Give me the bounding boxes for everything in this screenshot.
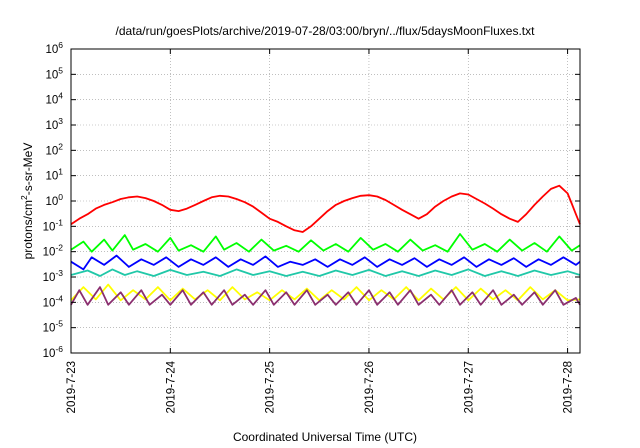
y-tick-exp: 5 [58, 65, 63, 75]
y-axis-label-suffix: -s-sr-MeV [21, 143, 35, 196]
y-tick-base: 10 [43, 348, 56, 360]
series-line-5 [70, 283, 581, 302]
y-tick-exp: -2 [55, 243, 63, 253]
series-line-3 [70, 254, 581, 271]
y-tick-exp: -5 [55, 319, 63, 329]
y-tick-label: 101 [45, 167, 63, 183]
x-tick-label: 2019-7-23 [66, 361, 78, 413]
x-axis-label: Coordinated Universal Time (UTC) [233, 430, 417, 444]
y-tick-label: 10-6 [43, 344, 64, 360]
chart-title: /data/run/goesPlots/archive/2019-07-28/0… [116, 24, 536, 38]
y-tick-exp: 0 [58, 192, 63, 202]
y-tick-label: 10-2 [43, 243, 64, 259]
series-line-1 [70, 184, 581, 233]
x-tick-labels: 2019-7-23 2019-7-24 2019-7-25 2019-7-26 2019… [66, 360, 575, 413]
y-tick-label: 10-5 [43, 319, 64, 335]
y-tick-label: 102 [45, 141, 63, 157]
series-line-6 [70, 286, 581, 306]
x-tick-label: 2019-7-27 [463, 361, 475, 413]
y-tick-label: 106 [45, 40, 63, 56]
y-tick-exp: -4 [55, 293, 63, 303]
y-tick-exp: 4 [58, 91, 63, 101]
y-tick-label: 104 [45, 91, 63, 107]
y-tick-base: 10 [45, 171, 58, 183]
y-tick-exp: -6 [55, 344, 63, 354]
y-tick-base: 10 [43, 297, 56, 309]
y-tick-base: 10 [43, 247, 56, 259]
x-tick-label: 2019-7-24 [165, 360, 177, 413]
y-tick-label: 10-4 [43, 293, 64, 309]
x-tick-label: 2019-7-25 [265, 361, 277, 413]
y-tick-exp: -1 [55, 217, 63, 227]
y-tick-base: 10 [45, 44, 58, 56]
y-tick-exp: 2 [58, 141, 63, 151]
y-tick-labels: 10-610-510-410-310-210-11001011021031041… [43, 40, 64, 360]
y-tick-base: 10 [43, 323, 56, 335]
y-tick-label: 105 [45, 65, 63, 81]
y-tick-exp: 1 [58, 167, 63, 177]
series-line-2 [70, 233, 581, 253]
y-axis-label-prefix: protons/cm [21, 200, 35, 259]
series-line-4 [70, 268, 581, 277]
y-tick-label: 100 [45, 192, 63, 208]
y-tick-label: 10-1 [43, 217, 64, 233]
grid [71, 49, 580, 353]
y-tick-base: 10 [45, 69, 58, 81]
series-group [70, 184, 581, 306]
y-tick-exp: 3 [58, 116, 63, 126]
y-tick-base: 10 [43, 221, 56, 233]
y-axis-label: protons/cm2-s-sr-MeV [19, 143, 35, 260]
x-tick-label: 2019-7-28 [563, 361, 575, 413]
y-tick-base: 10 [45, 196, 58, 208]
y-tick-base: 10 [45, 120, 58, 132]
y-tick-exp: -3 [55, 268, 63, 278]
y-tick-exp: 6 [58, 40, 63, 50]
x-tick-label: 2019-7-26 [364, 361, 376, 413]
y-tick-base: 10 [43, 272, 56, 284]
y-tick-base: 10 [45, 145, 58, 157]
y-axis-label-sup: 2 [19, 195, 29, 200]
y-tick-label: 103 [45, 116, 63, 132]
y-tick-base: 10 [45, 95, 58, 107]
tick-marks [70, 48, 580, 354]
y-tick-label: 10-3 [43, 268, 64, 284]
